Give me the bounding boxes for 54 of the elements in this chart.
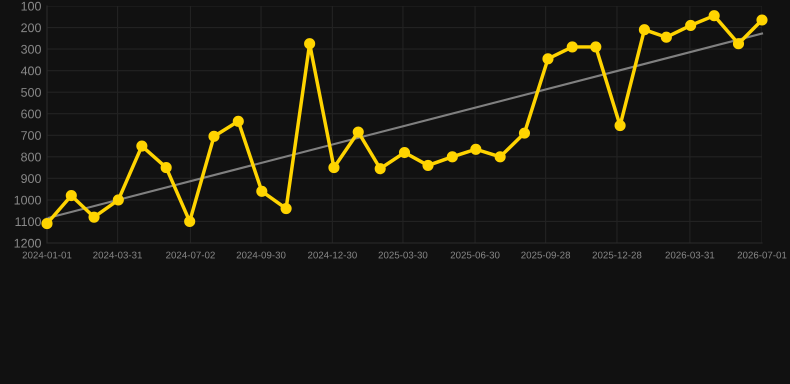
point (280, 202, 292, 214)
point (304, 38, 316, 50)
point (112, 194, 124, 206)
point (208, 130, 220, 142)
x-tick-label: 2024-12-30 (308, 252, 357, 258)
y-tick-label: 900 (21, 174, 41, 184)
x-tick-label: 2025-09-28 (521, 252, 570, 258)
point (590, 41, 602, 52)
x-tick-label: 2024-09-30 (236, 252, 286, 258)
y-tick-label: 300 (21, 44, 41, 54)
point (398, 146, 410, 158)
point (328, 162, 340, 174)
point (660, 32, 672, 43)
x-tick-label: 2025-06-30 (450, 252, 500, 258)
point (732, 38, 744, 50)
point (256, 186, 268, 197)
point (232, 116, 244, 127)
point (708, 10, 720, 22)
point (614, 120, 626, 132)
x-tick-label: 2025-03-30 (378, 252, 428, 258)
point (160, 162, 172, 174)
y-tick-label: 1000 (14, 196, 41, 205)
x-tick-label: 2026-03-31 (666, 252, 714, 258)
y-tick-label: 400 (20, 66, 41, 76)
y-tick-label: 800 (21, 152, 41, 162)
point (494, 151, 506, 162)
point (352, 126, 364, 138)
y-tick-label: 200 (21, 23, 41, 32)
point (638, 24, 650, 36)
y-tick-label: 700 (21, 131, 41, 140)
point (685, 20, 696, 31)
point (88, 212, 100, 223)
x-tick-label: 2024-01-01 (22, 252, 72, 258)
point (470, 144, 482, 155)
y-tick-label: 100 (22, 2, 41, 11)
point (542, 53, 554, 64)
point (41, 218, 53, 230)
point (422, 160, 434, 171)
point (184, 216, 196, 228)
x-tick-label: 2026-07-01 (738, 252, 786, 258)
x-tick-label: 2024-03-31 (93, 252, 142, 258)
x-tick-label: 2024-07-02 (166, 252, 215, 258)
y-tick-label: 1200 (14, 238, 41, 248)
point (446, 151, 458, 162)
y-tick-label: 600 (21, 110, 41, 118)
y-tick-label: 1100 (16, 217, 41, 226)
point (374, 163, 386, 174)
point (136, 140, 148, 152)
point (756, 14, 768, 26)
point (566, 41, 578, 52)
point (518, 128, 530, 139)
x-tick-label: 2025-12-28 (592, 252, 642, 258)
y-tick-label: 500 (21, 88, 41, 97)
point (66, 190, 77, 202)
